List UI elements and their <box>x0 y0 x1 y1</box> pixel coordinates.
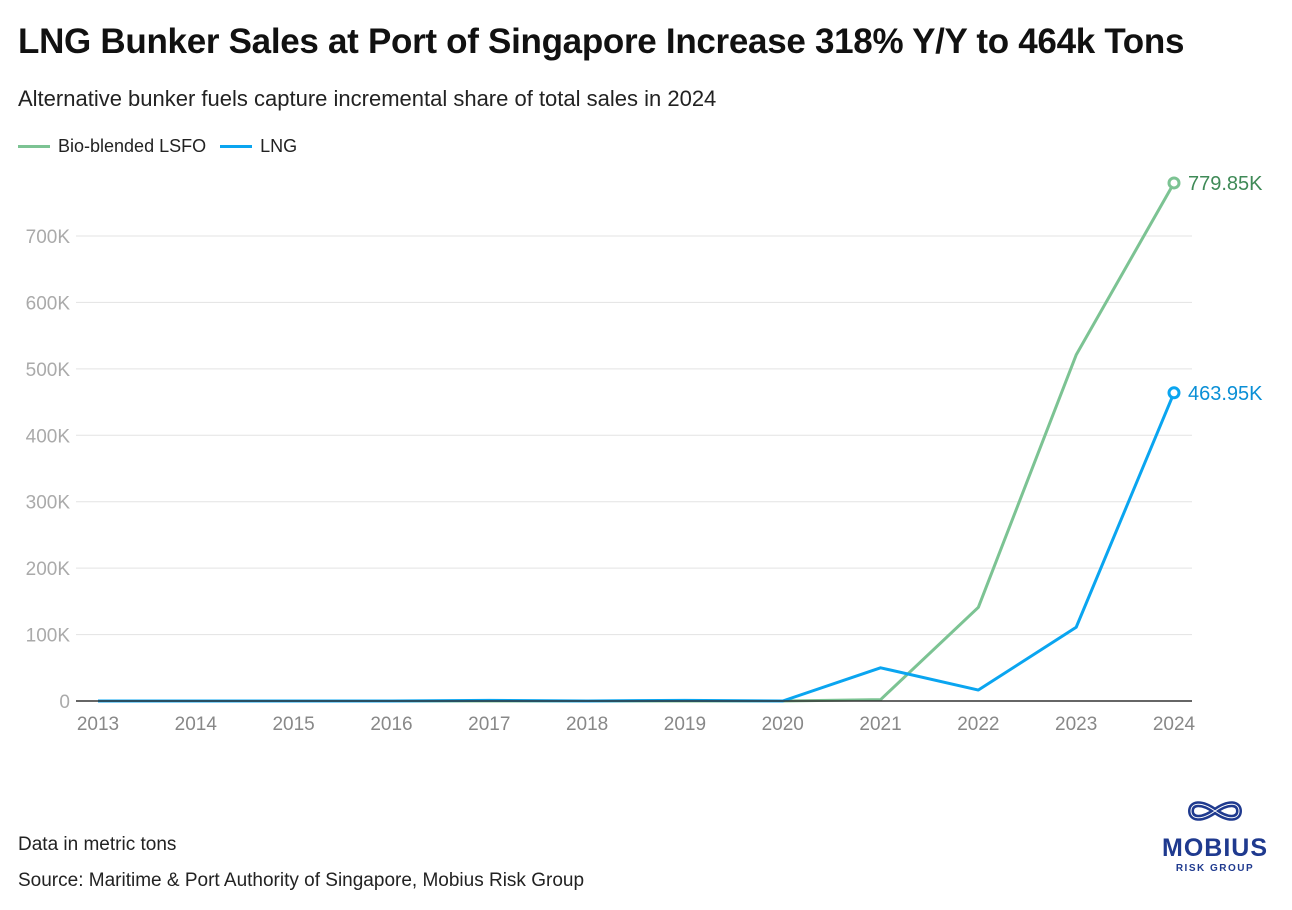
mobius-infinity-icon <box>1187 801 1243 821</box>
y-tick-label: 600K <box>26 293 71 314</box>
legend-swatch <box>220 145 253 148</box>
x-tick-label: 2019 <box>664 714 706 735</box>
y-tick-label: 200K <box>26 559 71 580</box>
legend-label: Bio-blended LSFO <box>58 136 207 156</box>
mobius-logo: MOBIUS RISK GROUP <box>1150 795 1280 874</box>
legend: Bio-blended LSFO LNG <box>18 136 297 157</box>
source-note: Source: Maritime & Port Authority of Sin… <box>18 870 585 891</box>
legend-swatch <box>18 145 50 148</box>
x-tick-label: 2022 <box>957 714 999 735</box>
logo-tagline: RISK GROUP <box>1175 863 1255 874</box>
x-tick-label: 2014 <box>175 714 218 735</box>
y-tick-label: 400K <box>26 426 71 447</box>
data-point <box>1167 386 1181 400</box>
y-tick-label: 300K <box>26 493 71 514</box>
legend-label: LNG <box>260 136 298 156</box>
logo-name: MOBIUS <box>1162 834 1268 862</box>
line-chart: 0 100K 200K 300K 400K 500K 600K 700K 2013 2014 201… <box>26 173 1264 735</box>
chart-title: LNG Bunker Sales at Port of Singapore In… <box>18 22 1185 61</box>
x-tick-label: 2018 <box>566 714 608 735</box>
x-tick-label: 2023 <box>1055 714 1097 735</box>
y-tick-label: 100K <box>26 626 71 647</box>
legend-item-lsfo: Bio-blended LSFO <box>18 136 206 157</box>
y-tick-label: 0 <box>59 692 70 713</box>
data-point <box>1167 176 1181 190</box>
x-tick-label: 2021 <box>859 714 901 735</box>
legend-item-lng: LNG <box>220 136 297 157</box>
data-note: Data in metric tons <box>18 834 177 855</box>
y-tick-label: 500K <box>26 360 71 381</box>
x-tick-label: 2017 <box>468 714 510 735</box>
x-tick-label: 2016 <box>370 714 412 735</box>
y-tick-label: 700K <box>26 227 71 248</box>
chart-subtitle: Alternative bunker fuels capture increme… <box>18 86 717 111</box>
x-tick-label: 2013 <box>77 714 119 735</box>
x-tick-label: 2024 <box>1153 714 1196 735</box>
x-tick-label: 2015 <box>272 714 314 735</box>
series-line-1 <box>98 392 1176 703</box>
series-line-0 <box>98 182 1176 703</box>
end-data-label: 463.95K <box>1188 383 1263 405</box>
x-tick-label: 2020 <box>762 714 804 735</box>
end-data-label: 779.85K <box>1188 173 1263 195</box>
